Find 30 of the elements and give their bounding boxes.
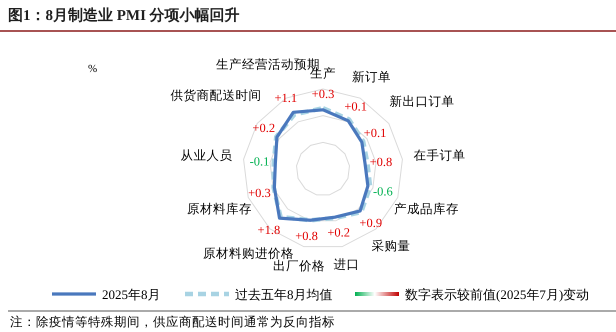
text: +1.1 [274, 91, 298, 106]
text: +0.8 [295, 228, 318, 243]
spoke-label: 从业人员 [180, 148, 233, 162]
legend-label: 过去五年8月均值 [235, 287, 332, 302]
spoke-label: 进口 [333, 257, 360, 272]
spoke-label: 新订单 [352, 70, 391, 84]
text: % [88, 63, 98, 75]
spoke-label: 产成品库存 [394, 202, 460, 216]
text: +0.2 [327, 226, 350, 240]
text: +0.1 [344, 100, 368, 114]
spoke-label: 新出口订单 [389, 94, 454, 108]
text: -0.6 [372, 184, 393, 199]
text: -0.1 [250, 154, 270, 168]
text: 数字表示较前值(2025年7月)变动 [405, 287, 590, 302]
spoke-label: 出厂价格 [273, 259, 326, 274]
spoke-label: 原材料库存 [186, 202, 252, 216]
text: +0.8 [370, 154, 392, 169]
text: +0.2 [252, 121, 276, 136]
legend-label: 2025年8月 [102, 287, 160, 302]
text: +0.1 [364, 126, 386, 140]
spoke-label: 原材料购进价格 [202, 246, 294, 261]
text: +0.3 [312, 86, 334, 101]
text: +0.9 [359, 216, 382, 230]
spoke-label: 在手订单 [413, 148, 466, 162]
text: +1.8 [258, 223, 280, 238]
spoke-label: 供货商配送时间 [170, 88, 262, 102]
spoke-label: 采购量 [371, 239, 410, 254]
chart-title: 图1：8月制造业 PMI 分项小幅回升 [8, 7, 240, 24]
text: +0.3 [248, 186, 271, 200]
text: 注：除疫情等特殊期间，供应商配送时间通常为反向指标 [10, 314, 335, 329]
